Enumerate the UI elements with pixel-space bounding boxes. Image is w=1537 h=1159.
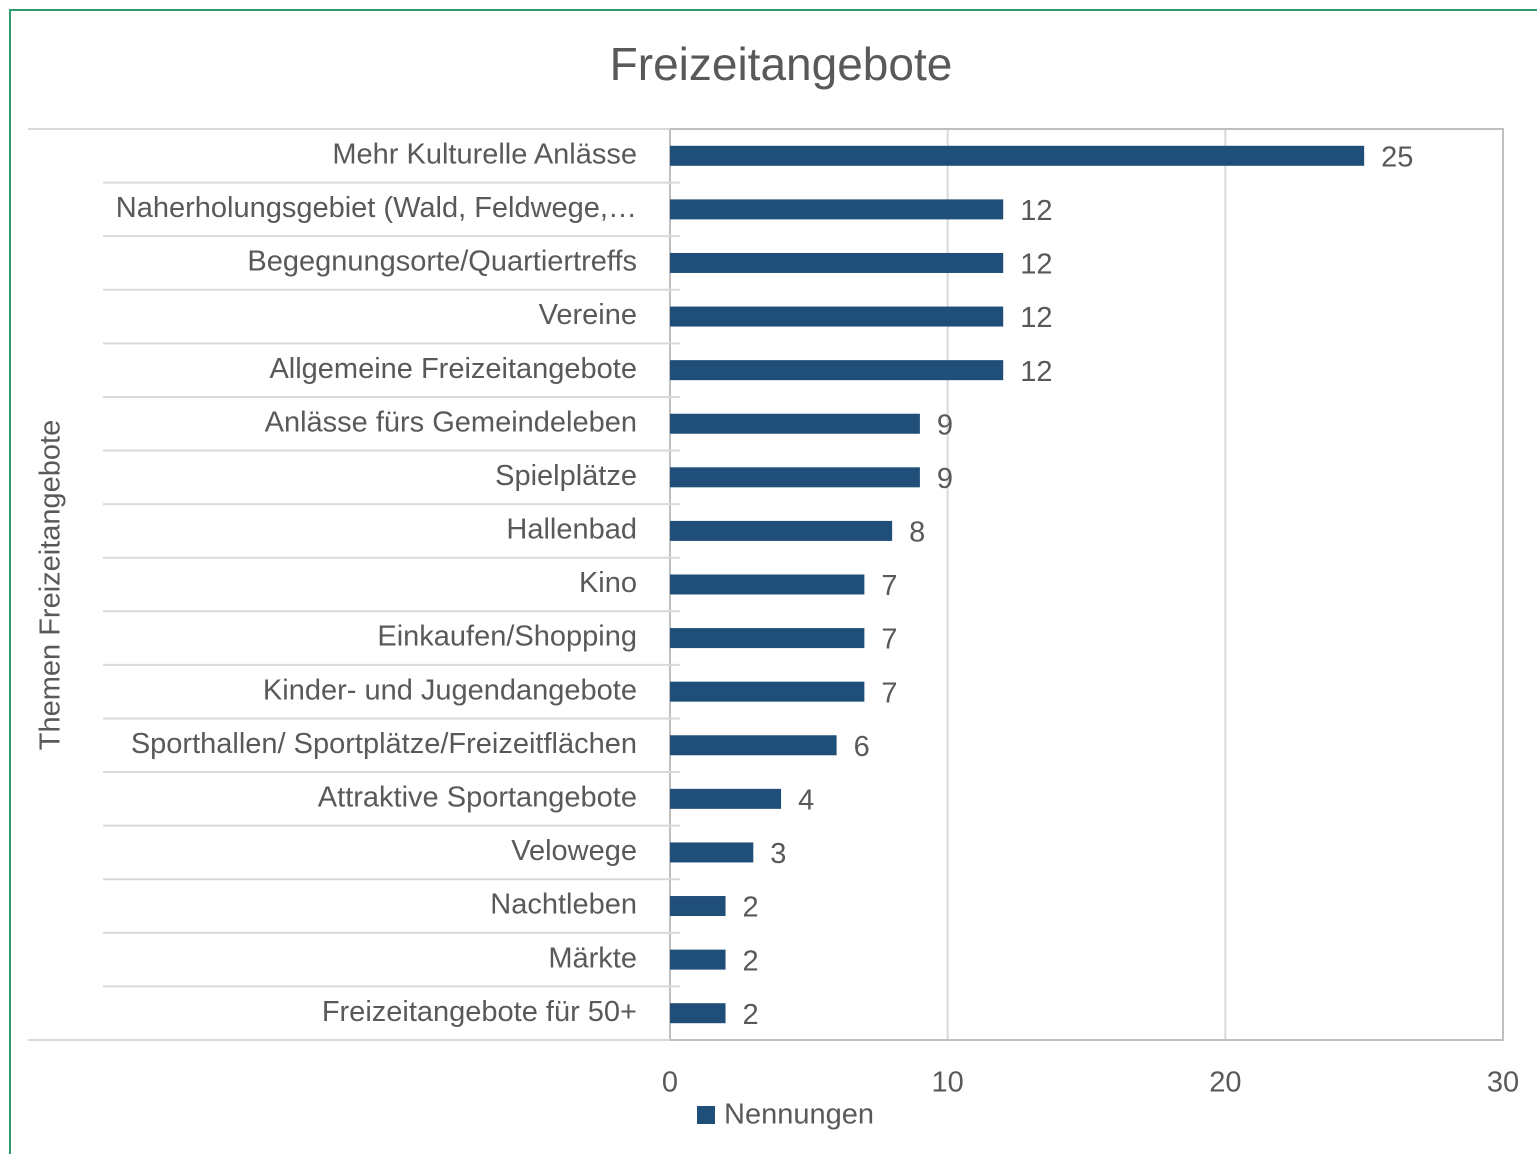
data-label: 4: [798, 785, 814, 817]
bar: [670, 896, 726, 917]
y-tick-label: Märkte: [548, 942, 637, 974]
y-tick-label: Attraktive Sportangebote: [318, 782, 637, 814]
y-tick-label: Einkaufen/Shopping: [377, 621, 637, 653]
bar: [670, 467, 920, 488]
data-label: 12: [1020, 195, 1052, 227]
bar: [670, 788, 782, 809]
data-label: 7: [881, 677, 897, 709]
bar: [670, 145, 1365, 166]
bar: [670, 628, 865, 649]
bar: [670, 574, 865, 595]
bar: [670, 681, 865, 702]
bar: [670, 413, 920, 434]
data-label: 3: [770, 838, 786, 870]
bar: [670, 1003, 726, 1024]
y-tick-label: Nachtleben: [490, 889, 637, 921]
data-label: 9: [937, 409, 953, 441]
y-tick-label: Spielplätze: [495, 460, 637, 492]
bar: [670, 306, 1004, 327]
data-label: 2: [743, 945, 759, 977]
bar: [670, 842, 754, 863]
bar: [670, 949, 726, 970]
bar: [670, 735, 837, 756]
y-tick-label: Vereine: [539, 299, 637, 331]
y-tick-label: Sporthallen/ Sportplätze/Freizeitflächen: [131, 728, 637, 760]
data-label: 2: [743, 892, 759, 924]
data-label: 7: [881, 624, 897, 656]
data-label: 12: [1020, 356, 1052, 388]
legend-swatch: [697, 1106, 715, 1124]
data-label: 2: [743, 999, 759, 1031]
y-tick-label: Freizeitangebote für 50+: [322, 996, 637, 1028]
y-axis-label: Themen Freizeitangebote: [35, 420, 67, 750]
bar: [670, 252, 1004, 273]
data-label: 9: [937, 463, 953, 495]
y-tick-label: Begegnungsorte/Quartiertreffs: [247, 246, 637, 278]
y-tick-label: Kino: [579, 567, 637, 599]
legend-label: Nennungen: [724, 1099, 874, 1131]
x-tick-label: 30: [1487, 1067, 1519, 1099]
x-tick-label: 0: [662, 1067, 678, 1099]
y-tick-label: Mehr Kulturelle Anlässe: [332, 138, 637, 170]
x-tick-label: 20: [1209, 1067, 1241, 1099]
y-tick-label: Velowege: [511, 835, 637, 867]
y-tick-label: Hallenbad: [506, 514, 637, 546]
data-label: 12: [1020, 249, 1052, 281]
chart-title: Freizeitangebote: [610, 38, 953, 90]
data-label: 8: [909, 517, 925, 549]
bar: [670, 520, 893, 541]
bar: [670, 360, 1004, 381]
y-tick-label: Anlässe fürs Gemeindeleben: [265, 406, 637, 438]
data-label: 6: [854, 731, 870, 763]
data-label: 25: [1381, 141, 1413, 173]
data-label: 12: [1020, 302, 1052, 334]
y-tick-label: Allgemeine Freizeitangebote: [269, 353, 637, 385]
frame: [9, 9, 1537, 1159]
bar: [670, 199, 1004, 220]
y-tick-label: Naherholungsgebiet (Wald, Feldwege,…: [116, 192, 637, 224]
data-label: 7: [881, 570, 897, 602]
x-tick-label: 10: [932, 1067, 964, 1099]
y-tick-label: Kinder- und Jugendangebote: [263, 674, 637, 706]
